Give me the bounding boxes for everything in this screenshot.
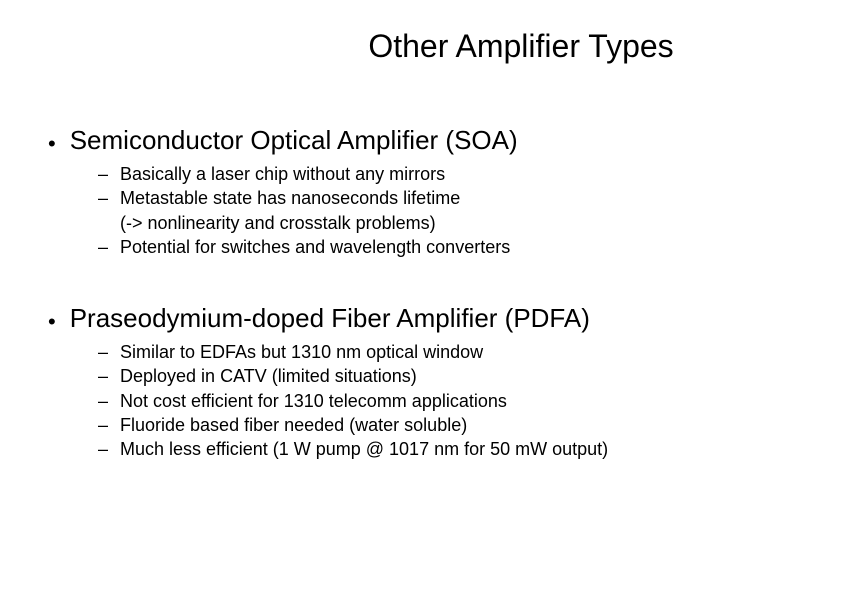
list-item: – Not cost efficient for 1310 telecomm a… [98, 389, 794, 413]
section-heading: Praseodymium-doped Fiber Amplifier (PDFA… [70, 303, 590, 334]
dash-icon: – [98, 413, 110, 437]
section-heading: Semiconductor Optical Amplifier (SOA) [70, 125, 518, 156]
list-item: – Similar to EDFAs but 1310 nm optical w… [98, 340, 794, 364]
bullet-dot-icon: • [48, 311, 56, 333]
section-pdfa: • Praseodymium-doped Fiber Amplifier (PD… [48, 303, 794, 461]
bullet-heading: • Semiconductor Optical Amplifier (SOA) [48, 125, 794, 156]
item-text: Similar to EDFAs but 1310 nm optical win… [120, 340, 483, 364]
sub-list: – Basically a laser chip without any mir… [98, 162, 794, 259]
item-text: Much less efficient (1 W pump @ 1017 nm … [120, 437, 608, 461]
sub-list: – Similar to EDFAs but 1310 nm optical w… [98, 340, 794, 461]
list-item: – Metastable state has nanoseconds lifet… [98, 186, 794, 235]
slide: Other Amplifier Types • Semiconductor Op… [0, 0, 842, 462]
item-text: Basically a laser chip without any mirro… [120, 162, 445, 186]
list-item: – Deployed in CATV (limited situations) [98, 364, 794, 388]
item-text: Deployed in CATV (limited situations) [120, 364, 417, 388]
bullet-dot-icon: • [48, 133, 56, 155]
list-item: – Basically a laser chip without any mir… [98, 162, 794, 186]
list-item: – Much less efficient (1 W pump @ 1017 n… [98, 437, 794, 461]
item-text: Not cost efficient for 1310 telecomm app… [120, 389, 507, 413]
dash-icon: – [98, 364, 110, 388]
item-text: Metastable state has nanoseconds lifetim… [120, 186, 460, 235]
item-text: Fluoride based fiber needed (water solub… [120, 413, 467, 437]
item-text: Potential for switches and wavelength co… [120, 235, 510, 259]
list-item: – Fluoride based fiber needed (water sol… [98, 413, 794, 437]
slide-title: Other Amplifier Types [248, 28, 794, 65]
dash-icon: – [98, 235, 110, 259]
dash-icon: – [98, 162, 110, 186]
bullet-heading: • Praseodymium-doped Fiber Amplifier (PD… [48, 303, 794, 334]
dash-icon: – [98, 340, 110, 364]
dash-icon: – [98, 186, 110, 210]
section-soa: • Semiconductor Optical Amplifier (SOA) … [48, 125, 794, 259]
dash-icon: – [98, 437, 110, 461]
dash-icon: – [98, 389, 110, 413]
list-item: – Potential for switches and wavelength … [98, 235, 794, 259]
